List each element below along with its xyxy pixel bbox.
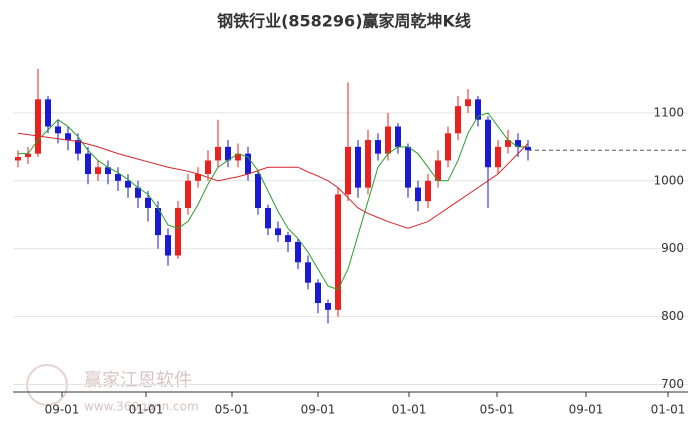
candle-body [45, 99, 51, 127]
candle-body [125, 180, 131, 188]
candle-body [155, 207, 161, 236]
candle-body [475, 99, 481, 120]
x-tick-label: 01-01 [392, 403, 427, 417]
x-tick-label: 01-01 [651, 403, 686, 417]
y-tick-label: 700 [661, 377, 684, 391]
candle-body [15, 157, 21, 161]
candle-body [195, 174, 201, 181]
candle-body [225, 146, 231, 161]
candle-body [215, 146, 221, 161]
candle-body [165, 235, 171, 256]
candle-body [275, 228, 281, 236]
candle-body [345, 146, 351, 195]
candle-body [245, 153, 251, 175]
candle-body [95, 167, 101, 175]
candle-body [35, 99, 41, 154]
candle-body [445, 133, 451, 161]
watermark-text: 赢家江恩软件 [84, 369, 192, 391]
candle-body [175, 207, 181, 256]
candle-body [75, 140, 81, 154]
y-tick-label: 900 [661, 241, 684, 255]
candle-body [525, 146, 531, 151]
candle-body [355, 146, 361, 188]
candle-body [495, 146, 501, 168]
moving-average-line [18, 112, 528, 291]
candle-body [105, 167, 111, 175]
candle-body [315, 282, 321, 304]
candle-body [405, 146, 411, 188]
x-tick-label: 05-01 [215, 403, 250, 417]
x-tick-label: 09-01 [301, 403, 336, 417]
candle-body [365, 140, 371, 188]
x-tick-label: 09-01 [569, 403, 604, 417]
candle-body [455, 106, 461, 134]
candle-body [295, 241, 301, 263]
candle-body [115, 174, 121, 181]
candle-body [395, 126, 401, 147]
candle-body [335, 194, 341, 310]
candle-body [435, 160, 441, 181]
candle-body [285, 235, 291, 242]
candle-body [235, 153, 241, 161]
candle-body [465, 99, 471, 107]
watermark-url: www.360gann.com [84, 400, 199, 414]
candle-body [205, 160, 211, 175]
candle-body [425, 180, 431, 202]
y-tick-label: 800 [661, 309, 684, 323]
candle-body [265, 207, 271, 229]
y-tick-label: 1100 [653, 105, 684, 119]
candle-body [135, 187, 141, 198]
candle-body [255, 174, 261, 208]
watermark: 赢家江恩软件 www.360gann.com [26, 364, 199, 414]
chart-title: 钢铁行业(858296)赢家周乾坤K线 [217, 12, 471, 31]
candle-body [325, 303, 331, 310]
x-tick-label: 05-01 [480, 403, 515, 417]
x-tick-label: 01-01 [129, 403, 164, 417]
candle-body [145, 197, 151, 208]
candle-body [505, 140, 511, 147]
candle-body [415, 187, 421, 202]
candle-body [65, 133, 71, 141]
candle-body [55, 126, 61, 134]
candle-body [185, 180, 191, 208]
candle-body [385, 126, 391, 154]
x-tick-label: 09-01 [45, 403, 80, 417]
candle-body [515, 140, 521, 147]
candle-body [485, 119, 491, 168]
candle-body [85, 153, 91, 175]
y-tick-label: 1000 [653, 173, 684, 187]
candle-body [305, 262, 311, 283]
candle-body [25, 153, 31, 158]
moving-average-line [17, 132, 529, 229]
candle-body [375, 140, 381, 154]
